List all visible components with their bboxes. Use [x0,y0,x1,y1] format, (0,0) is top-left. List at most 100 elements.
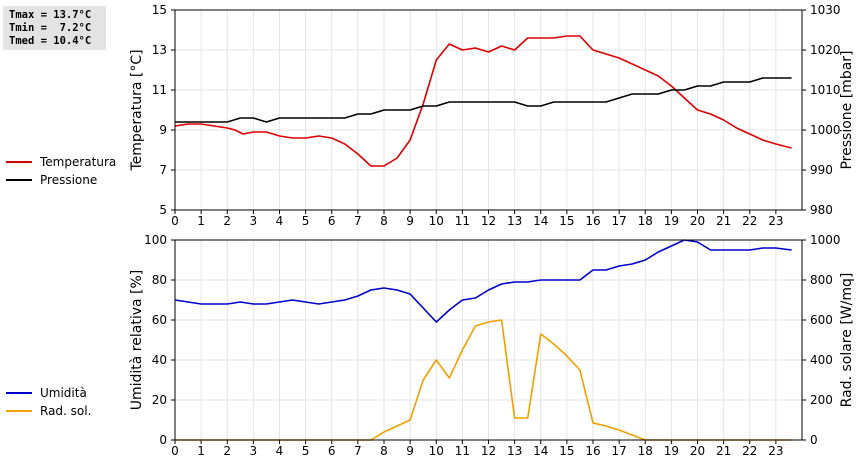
tmed-stat: Tmed = 10.4°C [9,35,92,47]
chart2-xtick-label: 1 [197,444,205,458]
chart2-y2tick-label: 400 [810,353,833,367]
chart1-xtick-label: 13 [507,214,522,228]
chart2-xtick-label: 22 [742,444,757,458]
chart2-ytick-label: 100 [144,233,167,247]
chart2-xtick-label: 4 [276,444,284,458]
chart2-xtick-label: 5 [302,444,310,458]
chart2-xtick-label: 8 [380,444,388,458]
chart1-xtick-label: 21 [716,214,731,228]
chart1-ytick-label: 15 [152,3,167,17]
legend-label-radsol: Rad. sol. [40,404,92,418]
chart1-xtick-label: 10 [429,214,444,228]
chart2-y2label: Rad. solare [W/mq] [839,273,855,408]
chart2-xtick-label: 10 [429,444,444,458]
chart1-xtick-label: 9 [406,214,414,228]
chart1-series-temperatura-line [174,35,792,167]
chart1-xtick-label: 7 [354,214,362,228]
chart2-plot-frame [174,239,803,441]
chart1-xtick-label: 22 [742,214,757,228]
legend-item-umidita: Umidità [6,384,87,402]
chart1-xtick-label: 14 [533,214,548,228]
chart2-ytick-label: 60 [152,313,167,327]
chart1-ytick-label: 13 [152,43,167,57]
chart1-series-pressione-line [175,77,792,123]
legend-item-radsol: Rad. sol. [6,402,91,420]
chart2-xtick-label: 23 [768,444,783,458]
chart2-xtick-label: 16 [585,444,600,458]
chart2-ytick-label: 80 [152,273,167,287]
chart1-xtick-label: 17 [611,214,626,228]
chart2-xtick-label: 19 [664,444,679,458]
chart2-series-rad-sol-line [175,319,792,441]
chart1-xtick-label: 4 [276,214,284,228]
chart2-xtick-label: 12 [481,444,496,458]
chart2-xtick-label: 7 [354,444,362,458]
tmax-stat: Tmax = 13.7°C [9,9,92,21]
chart2-xtick-label: 14 [533,444,548,458]
chart1-y2tick-label: 1020 [810,43,841,57]
chart2-xtick-label: 2 [223,444,231,458]
chart1-xtick-label: 5 [302,214,310,228]
stats-box: Tmax = 13.7°C Tmin = 7.2°C Tmed = 10.4°C [3,6,106,50]
chart1-ylabel: Temperatura [°C] [129,49,145,171]
chart1-xtick-label: 3 [250,214,258,228]
chart2-xtick-label: 9 [406,444,414,458]
chart2-xtick-label: 13 [507,444,522,458]
chart2-xtick-label: 15 [559,444,574,458]
legend-label-temperatura: Temperatura [40,155,117,169]
chart2-xtick-label: 17 [611,444,626,458]
legend-item-pressione: Pressione [6,171,116,189]
legend-swatch-pressione [6,179,32,181]
chart2-ytick-label: 20 [152,393,167,407]
chart1-xtick-label: 0 [171,214,179,228]
chart1-y2tick-label: 1030 [810,3,841,17]
chart2-ylabel: Umidità relativa [%] [129,270,145,411]
chart1-plot-frame [174,9,803,211]
chart2-xtick-label: 18 [638,444,653,458]
chart2-series-umidit-line [174,239,792,323]
chart1-ytick-label: 7 [159,163,167,177]
legend-label-umidita: Umidità [40,386,87,400]
chart1-xtick-label: 2 [223,214,231,228]
legend-swatch-radsol [6,410,32,412]
legend-item-temperatura: Temperatura [6,153,116,171]
chart1-y2tick-label: 990 [810,163,833,177]
chart2-xtick-label: 3 [250,444,258,458]
chart1-xtick-label: 23 [768,214,783,228]
chart1-xtick-label: 6 [328,214,336,228]
legend-swatch-umidita [6,392,32,394]
chart2-ytick-label: 0 [159,433,167,447]
chart2-xtick-label: 20 [690,444,705,458]
chart1-xtick-label: 1 [197,214,205,228]
chart1-xtick-label: 19 [664,214,679,228]
chart1-y2label: Pressione [mbar] [839,50,855,169]
chart1-xtick-label: 8 [380,214,388,228]
chart1-y2tick-label: 980 [810,203,833,217]
chart1-xtick-label: 20 [690,214,705,228]
legend-label-pressione: Pressione [40,173,98,187]
chart2-ytick-label: 40 [152,353,167,367]
legend-swatch-temperatura [6,161,32,163]
chart2-xtick-label: 21 [716,444,731,458]
chart1-xtick-label: 15 [559,214,574,228]
chart2-y2tick-label: 200 [810,393,833,407]
chart2-xtick-label: 11 [455,444,470,458]
chart1-y2tick-label: 1000 [810,123,841,137]
chart2-xtick-label: 6 [328,444,336,458]
chart1-ytick-label: 9 [159,123,167,137]
chart1-ytick-label: 5 [159,203,167,217]
chart1-y2tick-label: 1010 [810,83,841,97]
chart1-xtick-label: 18 [638,214,653,228]
chart2-y2tick-label: 1000 [810,233,841,247]
chart1-xtick-label: 16 [585,214,600,228]
chart2-xtick-label: 0 [171,444,179,458]
chart2-y2tick-label: 0 [810,433,818,447]
chart1-ytick-label: 11 [152,83,167,97]
chart1-xtick-label: 11 [455,214,470,228]
chart1-xtick-label: 12 [481,214,496,228]
tmin-stat: Tmin = 7.2°C [9,22,92,34]
legend-top: Temperatura Pressione [6,153,116,189]
chart2-y2tick-label: 800 [810,273,833,287]
chart2-y2tick-label: 600 [810,313,833,327]
